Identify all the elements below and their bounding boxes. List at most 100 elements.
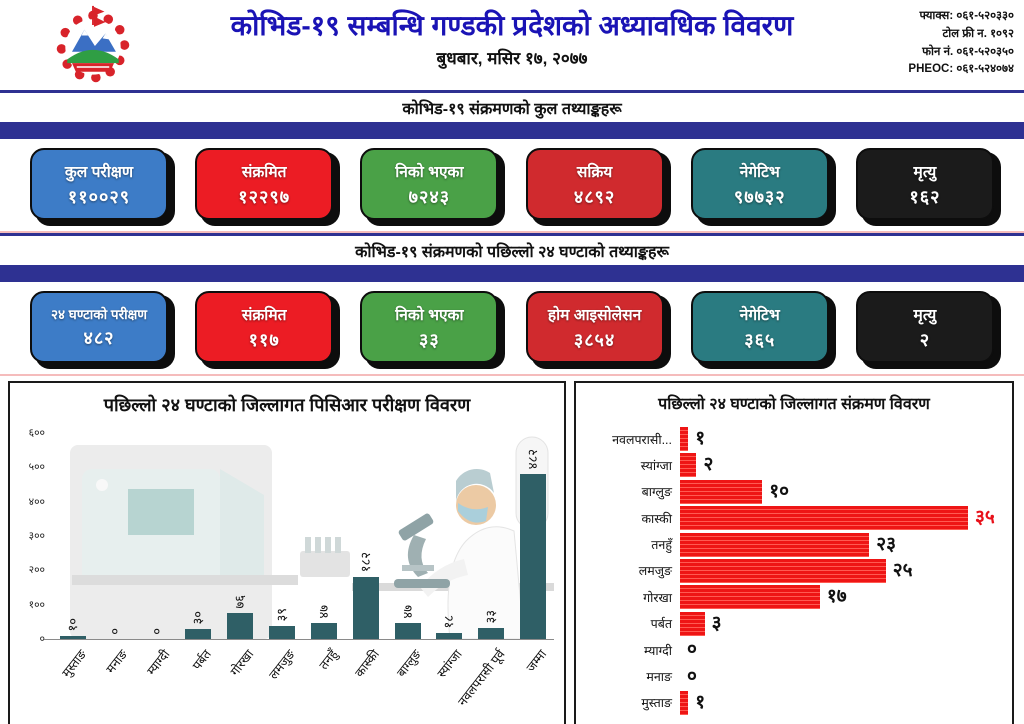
- pcr-bar-column: ० मनाङ: [94, 433, 136, 676]
- stat-card: निको भएका ७२४३: [360, 148, 499, 220]
- pcr-bar: [59, 635, 86, 639]
- stat-card: मृत्यु १६२: [855, 148, 994, 220]
- pcr-bar-district-label: कास्की: [351, 647, 382, 680]
- infection-chart-rows: नवलपरासी... १ स्यांग्जा २ बाग्लुङ १० कास्की ३५ त…: [584, 427, 1006, 715]
- stat-card-label: नेगेटिभ: [739, 163, 780, 181]
- stat-card-label: निको भएका: [395, 306, 464, 324]
- infection-row: मनाङ ०: [584, 665, 1006, 689]
- page-title: कोभिड-१९ सम्बन्धि गण्डकी प्रदेशको अध्याव…: [230, 10, 794, 41]
- pcr-bar-column: ७६ गोरखा: [219, 433, 261, 679]
- pcr-bar-district-label: जम्मा: [523, 647, 549, 675]
- pcr-bar-column: ३९ लमजुङ: [261, 433, 303, 682]
- infection-bar: [680, 532, 870, 557]
- pcr-bar-value: ४८२: [525, 449, 541, 470]
- pcr-bar: [394, 622, 421, 639]
- pcr-bar: [269, 625, 296, 639]
- infection-value: ०: [687, 639, 697, 661]
- contact-line: फ्याक्स: ०६१-५२०३३०: [919, 10, 1014, 22]
- stat-cards-total: कुल परीक्षण ११००२९ संक्रमित १२२९७ निको भएका ७…: [0, 148, 1024, 220]
- section-title-total: कोभिड-१९ संक्रमणको कुल तथ्याङ्कहरू: [402, 101, 622, 118]
- pcr-bar-district-label: मुस्ताङ: [58, 647, 89, 681]
- infection-bar: [680, 585, 820, 610]
- infection-district-label: मनाङ: [646, 670, 672, 685]
- infection-district-label: लमजुङ: [638, 564, 672, 579]
- infection-row: म्याग्दी ०: [584, 638, 1006, 662]
- contact-line: PHEOC: ०६१-५२४०७४: [908, 63, 1014, 76]
- infection-bar: [680, 611, 705, 636]
- infection-chart-title: पछिल्लो २४ घण्टाको जिल्लागत संक्रमण विवर…: [658, 396, 930, 413]
- stat-card-label: निको भएका: [395, 163, 464, 181]
- pcr-chart-title: पछिल्लो २४ घण्टाको जिल्लागत पिसिआर परीक्…: [103, 395, 471, 415]
- stat-card-label: नेगेटिभ: [739, 306, 780, 324]
- infection-value: १: [695, 691, 706, 713]
- stat-card-label: २४ घण्टाको परीक्षण: [50, 306, 148, 322]
- pcr-bar-column: १८ स्यांग्जा: [428, 433, 470, 680]
- infection-value: ३: [711, 612, 722, 634]
- stat-card-value: ३८५४: [573, 329, 616, 350]
- divider-line: [0, 233, 1024, 236]
- y-axis-tick: ५००: [28, 461, 45, 474]
- pcr-bar-value: ४७: [399, 605, 415, 619]
- laboratory-illustration: [70, 436, 554, 639]
- infection-bar: [680, 427, 689, 451]
- stat-card-label: संक्रमित: [241, 163, 287, 181]
- infection-row: नवलपरासी... १: [584, 427, 1006, 451]
- report-date: बुधबार, मसिर १७, २०७७: [436, 49, 588, 69]
- pcr-bar-district-label: स्यांग्जा: [435, 647, 466, 681]
- infection-value: २: [703, 454, 714, 476]
- pcr-bar-district-label: पर्बत: [190, 647, 215, 673]
- stat-card-value: ४८९२: [573, 186, 616, 207]
- y-axis-tick: ६००: [28, 427, 45, 439]
- infection-row: पर्बत ३: [584, 611, 1006, 636]
- y-axis-tick: १००: [28, 598, 45, 611]
- infection-bar: [680, 506, 968, 531]
- pcr-chart-yaxis: ० १०० २०० ३०० ४०० ५०० ६००: [14, 427, 48, 645]
- infection-district-label: मुस्ताङ: [641, 696, 672, 711]
- stat-card: २४ घण्टाको परीक्षण ४८२: [30, 291, 168, 363]
- pcr-bar-value: १०: [64, 618, 80, 632]
- stat-card: नेगेटिभ ३६५: [690, 291, 829, 363]
- pcr-bar: [478, 627, 505, 639]
- divider-line: [0, 231, 1024, 233]
- pcr-bar-column: ४७ बाग्लुङ: [387, 433, 429, 679]
- section-bar: [0, 122, 1024, 139]
- infection-row: बाग्लुङ १०: [584, 479, 1006, 504]
- y-axis-tick: ४००: [28, 495, 45, 508]
- stat-card-label: सक्रिय: [576, 163, 613, 181]
- nepal-government-logo: [52, 4, 134, 88]
- infection-bar-chart: पछिल्लो २४ घण्टाको जिल्लागत संक्रमण विवर…: [574, 381, 1014, 724]
- y-axis-tick: ३००: [28, 530, 45, 542]
- infection-district-label: पर्बत: [650, 617, 672, 632]
- infection-row: लमजुङ २५: [584, 558, 1006, 583]
- pcr-chart-plot: १० मुस्ताङ ० मनाङ ० म्याग्दी ३० पर्बत ७६ गोरखा ३९ ल…: [44, 433, 554, 709]
- pcr-bar-value: ४७: [315, 605, 331, 619]
- stat-card: संक्रमित ११७: [195, 291, 334, 363]
- pcr-bar-value: ०: [106, 628, 122, 635]
- infection-row: कास्की ३५: [584, 506, 1006, 531]
- stat-card: कुल परीक्षण ११००२९: [30, 148, 168, 220]
- infection-district-label: स्यांग्जा: [640, 458, 672, 473]
- y-axis-tick: २००: [28, 564, 45, 577]
- infection-district-label: तनहुँ: [651, 538, 672, 553]
- pcr-bar-column: १८२ कास्की: [345, 433, 387, 680]
- stat-card-value: ३३: [419, 329, 440, 350]
- infection-bar: [680, 690, 689, 715]
- pcr-bar-district-label: गोरखा: [227, 647, 257, 679]
- pcr-bar: [227, 612, 254, 639]
- infection-value: १०: [769, 480, 790, 502]
- stat-cards-24h: २४ घण्टाको परीक्षण ४८२ संक्रमित ११७ निको भएक…: [0, 291, 1024, 363]
- title-block: कोभिड-१९ सम्बन्धि गण्डकी प्रदेशको अध्याव…: [150, 8, 874, 69]
- stat-card-label: मृत्यु: [913, 306, 937, 324]
- infection-row: तनहुँ २३: [584, 532, 1006, 557]
- stat-card-value: ११००२९: [67, 186, 131, 207]
- pcr-bar-district-label: लमजुङ: [266, 647, 299, 683]
- pcr-bar-value: ०: [148, 628, 164, 635]
- pcr-bar-column: ४७ तनहुँ: [303, 433, 345, 672]
- infection-district-label: कास्की: [641, 511, 672, 526]
- stat-card-label: मृत्यु: [913, 163, 937, 181]
- infection-value: १: [695, 428, 706, 449]
- stat-card-value: २: [919, 329, 931, 350]
- stat-card-value: ११७: [248, 329, 280, 350]
- stat-card: मृत्यु २: [855, 291, 994, 363]
